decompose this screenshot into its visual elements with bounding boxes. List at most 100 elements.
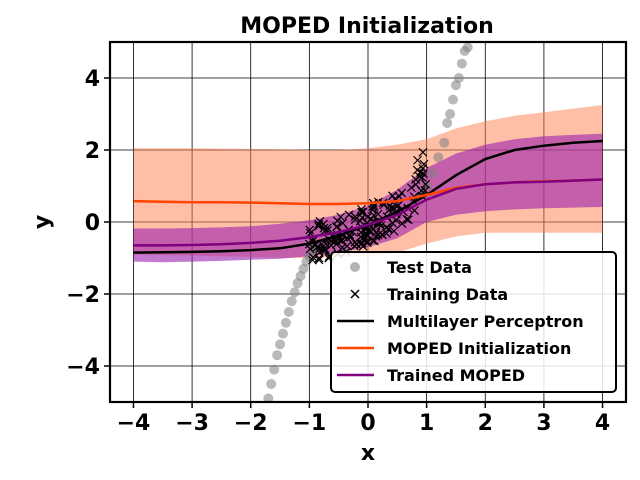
training-data-point [308,255,318,265]
x-marker-stroke [346,232,356,242]
x-tick-label: −2 [234,411,268,436]
training-data-point [418,147,428,157]
x-marker-stroke [308,255,318,265]
test-data-point [427,168,438,179]
training-data-point [373,209,383,219]
test-data-point [283,307,294,317]
x-marker-stroke [305,244,315,254]
training-data-point [321,239,331,249]
x-marker-stroke [350,289,360,299]
x-marker-stroke [355,216,365,226]
training-data-point [313,221,323,231]
x-marker-stroke [350,241,359,251]
legend-label-training-data: Training Data [387,285,508,304]
training-data-point [319,219,328,229]
x-marker-stroke [418,147,428,157]
chart-title: MOPED Initialization [240,14,494,39]
x-marker-stroke [350,212,360,222]
training-data-point [350,241,359,251]
test-data-point [456,58,467,69]
training-data-point [355,216,365,226]
x-marker-stroke [308,252,318,262]
training-data-point [388,191,397,201]
x-marker-stroke [342,241,352,251]
x-tick-label: 1 [419,411,434,436]
x-marker-stroke [376,221,386,231]
x-marker-stroke [305,225,315,235]
x-marker-stroke [337,235,347,245]
training-data-point [387,218,397,228]
x-tick-label: −4 [117,411,151,436]
x-marker-stroke [389,226,399,236]
x-marker-stroke [319,219,328,229]
x-tick-label: 2 [478,411,493,436]
x-marker-stroke [358,241,368,251]
legend: Test Data Training Data Multilayer Percept… [330,251,617,393]
test-data-point [263,393,274,402]
test-data-point [442,118,453,128]
training-data-point [357,208,367,218]
training-data-point [361,228,371,238]
training-data-point [312,242,322,252]
x-marker-stroke [371,228,381,237]
test-data-point [275,339,286,350]
x-marker-stroke [317,239,327,249]
x-marker-stroke [382,222,391,232]
x-marker-stroke [305,228,315,238]
legend-marker-test-data [350,262,360,272]
training-data-point [332,222,341,232]
training-data-point [350,215,360,225]
x-marker-stroke [331,236,340,246]
training-data-point [314,255,324,265]
x-tick-label: 4 [595,411,610,436]
x-marker-stroke [321,239,331,249]
training-data-point [389,226,399,236]
x-marker-stroke [356,227,366,237]
x-marker-stroke [359,235,369,245]
x-tick-label: 3 [536,411,551,436]
x-marker-stroke [312,242,322,252]
training-data-point [377,230,387,239]
x-marker-stroke [410,206,419,215]
x-marker-stroke [421,179,430,189]
x-marker-stroke [417,172,427,182]
legend-marker-training-data [350,289,360,299]
training-data-point [376,221,386,231]
training-data-point [371,228,381,237]
x-marker-stroke [314,255,324,265]
x-marker-stroke [320,245,330,255]
y-tick-label: 0 [85,211,100,236]
x-marker-stroke [357,204,366,214]
x-marker-stroke [344,210,354,220]
x-marker-stroke [363,212,373,222]
x-marker-stroke [338,218,348,228]
x-marker-stroke [377,230,387,239]
test-data-point [269,364,280,375]
training-data-point [357,204,366,214]
x-marker-stroke [362,236,372,246]
training-data-point [419,159,429,169]
y-tick-label: −4 [66,355,100,380]
training-data-point [421,179,430,189]
training-data-point [342,241,352,251]
x-marker-stroke [402,214,412,224]
x-marker-stroke [403,215,413,225]
test-data-point [439,137,450,148]
training-data-point [308,252,318,262]
x-marker-stroke [336,212,346,222]
x-marker-stroke [391,215,401,225]
test-data-point [289,287,300,298]
training-data-point [362,236,372,246]
x-marker-stroke [360,224,370,234]
training-data-point [382,222,391,232]
x-marker-stroke [387,218,397,228]
x-marker-stroke [315,244,325,253]
training-data-point [371,231,381,241]
series-lines [133,139,603,254]
test-data-point [266,379,277,389]
training-data-point [403,215,413,225]
x-marker-stroke [350,215,360,225]
x-marker-stroke [388,191,397,201]
training-data-point [358,241,368,251]
legend-label-trained-moped: Trained MOPED [387,366,525,385]
